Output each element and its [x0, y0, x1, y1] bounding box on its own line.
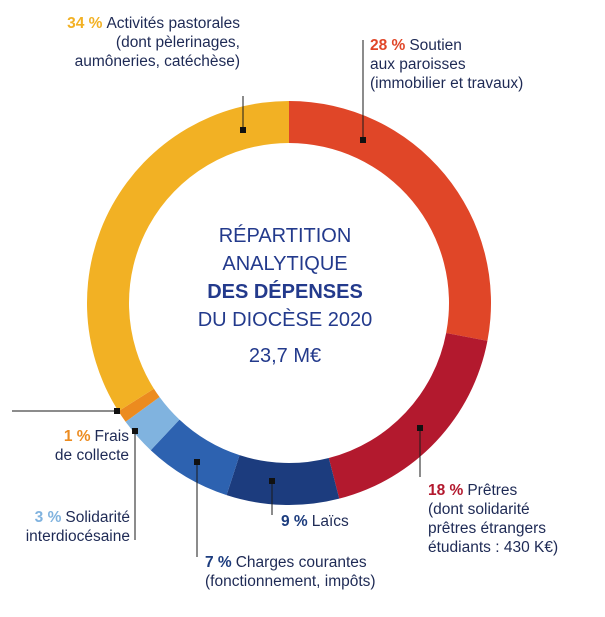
- label-pastorales: 34 % Activités pastorales (dont pèlerinag…: [67, 15, 240, 70]
- pct-laics: 9 %: [281, 513, 308, 530]
- label-solidarite: 3 % Solidarité interdiocésaine: [25, 509, 130, 545]
- leader-dot-solidarite: [132, 428, 138, 434]
- leader-dot-charges: [194, 459, 200, 465]
- slice-pretres: [328, 332, 488, 499]
- leader-dot-pastorales: [240, 127, 246, 133]
- leader-dot-laics: [269, 478, 275, 484]
- chart-title: RÉPARTITION ANALYTIQUE DES DÉPENSES DU D…: [150, 222, 420, 370]
- total-amount: 23,7 M€: [248, 345, 322, 367]
- pct-paroisses: 28 %: [370, 37, 406, 54]
- title-line-3: DES DÉPENSES: [207, 281, 363, 303]
- leader-dot-paroisses: [360, 137, 366, 143]
- label-laics: 9 % Laïcs: [281, 513, 349, 530]
- label-frais: 1 % Frais de collecte: [54, 428, 129, 464]
- leader-dot-pretres: [417, 425, 423, 431]
- label-charges: 7 % Charges courantes (fonctionnement, im…: [205, 554, 376, 590]
- pct-charges: 7 %: [205, 554, 232, 571]
- label-paroisses: 28 % Soutien aux paroisses (immobilier et…: [370, 37, 524, 92]
- title-line-4: DU DIOCÈSE 2020: [197, 309, 373, 331]
- title-line-1: RÉPARTITION: [218, 225, 352, 247]
- slice-laics: [226, 455, 340, 505]
- slice-paroisses: [289, 101, 491, 341]
- pct-frais: 1 %: [63, 428, 91, 445]
- pct-pastorales: 34 %: [67, 15, 103, 32]
- slice-solidarite: [125, 397, 180, 451]
- label-pretres: 18 % Prêtres (dont solidarité prêtres étr…: [428, 482, 559, 556]
- title-line-2: ANALYTIQUE: [222, 253, 348, 275]
- slice-frais: [118, 388, 160, 422]
- pct-solidarite: 3 %: [34, 509, 62, 526]
- slice-charges: [150, 419, 240, 496]
- pct-pretres: 18 %: [428, 482, 464, 499]
- slice-pastorales: [86, 101, 289, 412]
- leader-dot-frais: [114, 408, 120, 414]
